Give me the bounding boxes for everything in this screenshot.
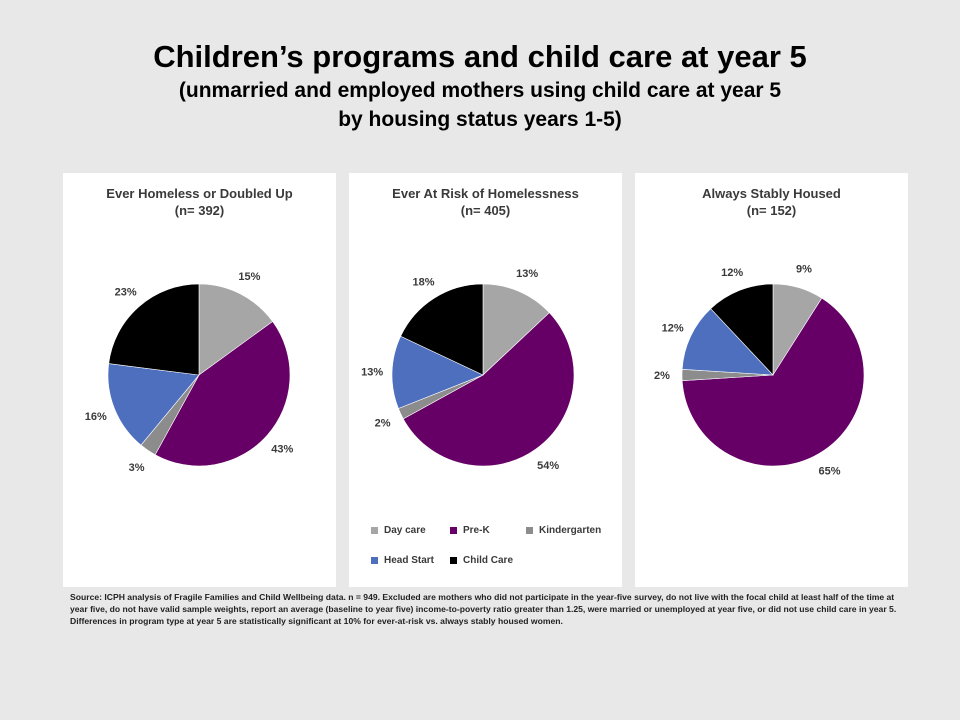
- legend-item-day-care: Day care: [371, 525, 426, 536]
- legend-swatch: [450, 557, 457, 564]
- pie-slice-child-care: [400, 283, 484, 376]
- pie-chart-svg: 9% 65% 2% 12% 12%: [654, 263, 865, 478]
- legend-label: Child Care: [463, 555, 514, 566]
- chart-title-text: Ever At Risk of Homelessness: [392, 186, 579, 201]
- chart-sample-size: (n= 405): [460, 203, 511, 218]
- legend-swatch: [450, 527, 457, 534]
- data-label-child-care: 18%: [412, 276, 434, 288]
- chart-sample-size: (n= 392): [174, 203, 225, 218]
- legend-swatch: [371, 527, 378, 534]
- page-subtitle-line-1: (unmarried and employed mothers using ch…: [178, 79, 782, 102]
- pie-slice-child-care: [710, 283, 774, 376]
- legend-item-child-care: Child Care: [450, 555, 513, 566]
- pie-slice-day-care: [482, 283, 550, 376]
- pie-slice-head-start: [681, 308, 774, 376]
- chart-title: Ever At Risk of Homelessness (n= 405): [349, 185, 622, 219]
- pie-slice-day-care: [198, 283, 274, 376]
- data-label-kindergarten: 3%: [129, 462, 145, 474]
- data-label-child-care: 23%: [115, 287, 137, 299]
- chart-panel-at-risk: Ever At Risk of Homelessness (n= 405) 13…: [349, 173, 622, 587]
- data-label-kindergarten: 2%: [375, 417, 391, 429]
- chart-title-text: Ever Homeless or Doubled Up: [106, 186, 293, 201]
- page-subtitle-line-2: by housing status years 1-5): [338, 108, 622, 131]
- legend-item-kindergarten: Kindergarten: [526, 525, 601, 536]
- data-label-head-start: 13%: [361, 367, 383, 379]
- data-label-pre-k: 54%: [537, 460, 559, 472]
- pie-slice-child-care: [108, 283, 200, 376]
- pie-slice-pre-k: [402, 312, 575, 467]
- page-title: Children’s programs and child care at ye…: [153, 39, 807, 74]
- pie-slice-pre-k: [154, 321, 291, 467]
- legend-label: Day care: [384, 525, 426, 536]
- data-label-day-care: 15%: [238, 271, 260, 283]
- chart-panel-stably-housed: Always Stably Housed (n= 152) 9% 65% 2% 12%…: [635, 173, 908, 587]
- chart-title: Always Stably Housed (n= 152): [635, 185, 908, 219]
- legend-swatch: [371, 557, 378, 564]
- data-label-child-care: 12%: [721, 267, 743, 279]
- chart-sample-size: (n= 152): [746, 203, 797, 218]
- legend-label: Kindergarten: [539, 525, 602, 536]
- pie-chart-svg: 13% 54% 2% 13% 18%: [361, 268, 575, 472]
- chart-panel-ever-homeless: Ever Homeless or Doubled Up (n= 392) 15%…: [63, 173, 336, 587]
- data-label-pre-k: 65%: [818, 466, 840, 478]
- pie-slice-head-start: [107, 363, 200, 446]
- data-label-head-start: 12%: [662, 323, 684, 335]
- legend-item-head-start: Head Start: [371, 555, 434, 566]
- legend-item-pre-k: Pre-K: [450, 525, 490, 536]
- title-block: Children’s programs and child care at ye…: [0, 38, 960, 134]
- pie-chart-svg: 15% 43% 3% 16% 23%: [85, 271, 294, 474]
- data-label-kindergarten: 2%: [654, 370, 670, 382]
- legend-label: Pre-K: [463, 525, 490, 536]
- legend-swatch: [526, 527, 533, 534]
- chart-title: Ever Homeless or Doubled Up (n= 392): [63, 185, 336, 219]
- chart-legend: Day care Pre-K Kindergarten Head Start C…: [355, 525, 610, 575]
- pie-slice-head-start: [391, 335, 484, 409]
- data-label-head-start: 16%: [85, 411, 107, 423]
- data-label-day-care: 9%: [796, 263, 812, 275]
- chart-title-text: Always Stably Housed: [702, 186, 841, 201]
- legend-label: Head Start: [384, 555, 435, 566]
- pie-slice-pre-k: [681, 297, 865, 467]
- source-note: Source: ICPH analysis of Fragile Familie…: [70, 592, 897, 627]
- data-label-day-care: 13%: [516, 268, 538, 280]
- data-label-pre-k: 43%: [271, 443, 293, 455]
